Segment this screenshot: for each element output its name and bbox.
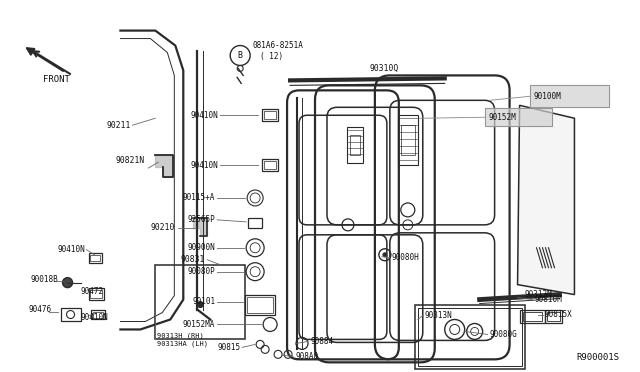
Text: 90900N: 90900N [188,243,215,252]
Text: B: B [237,51,243,60]
Text: 90080P: 90080P [188,267,215,276]
Polygon shape [518,105,575,295]
Text: 90815: 90815 [217,343,240,352]
Bar [247,296,273,312]
Bar [248,218,262,228]
Bar [547,311,561,321]
Text: ( 12): ( 12) [260,52,284,61]
Bar [93,311,104,318]
Circle shape [63,278,72,288]
Text: 90313H (RH)
90313HA (LH): 90313H (RH) 90313HA (LH) [157,332,209,347]
Polygon shape [484,108,552,126]
Circle shape [197,302,204,308]
Bar [401,125,415,155]
Bar [90,290,102,298]
Text: 90815X: 90815X [545,310,572,319]
Bar [529,86,609,107]
Text: 90018B: 90018B [31,275,58,284]
Text: 90080H: 90080H [392,253,420,262]
Bar [520,310,545,324]
Bar [522,311,541,321]
Bar [264,161,276,169]
Text: 90313M: 90313M [525,290,552,299]
Bar [347,127,363,163]
Text: 90476: 90476 [29,305,52,314]
Text: 90410N: 90410N [191,161,218,170]
Bar [88,288,104,299]
Text: FRONT: FRONT [43,76,70,84]
Text: 90101: 90101 [192,297,215,306]
Text: R900001S: R900001S [577,353,620,362]
Bar [264,111,276,119]
Text: 90821N: 90821N [116,155,145,164]
Text: 90410N: 90410N [81,313,108,322]
Polygon shape [156,155,173,177]
Text: 90152M: 90152M [488,113,516,122]
Text: 90115+A: 90115+A [183,193,215,202]
Bar [245,295,275,314]
Bar [415,305,525,369]
Circle shape [383,253,387,257]
Text: 90884: 90884 [310,337,333,346]
Bar [88,253,102,263]
Text: 92565P: 92565P [188,215,215,224]
Bar [92,310,106,320]
Bar [418,308,522,366]
Text: 908A0: 908A0 [295,352,318,361]
Bar [262,109,278,121]
Text: 90810M: 90810M [534,295,563,304]
Text: 081A6-8251A: 081A6-8251A [252,41,303,50]
Bar [350,135,360,155]
Text: 90410N: 90410N [191,111,218,120]
Text: 90472: 90472 [81,287,104,296]
Text: 90211: 90211 [106,121,131,130]
Text: 90080G: 90080G [490,330,517,339]
Bar [156,265,245,339]
Bar [262,159,278,171]
Bar [61,308,81,321]
Text: 90310Q: 90310Q [370,64,399,73]
Text: 90313N: 90313N [425,311,452,320]
Bar [545,310,563,324]
Text: 90152MA: 90152MA [183,320,215,329]
Bar [90,255,100,261]
Polygon shape [529,86,609,107]
Text: 90100M: 90100M [534,92,561,101]
Bar [484,108,552,126]
Polygon shape [193,218,207,236]
Bar [398,115,418,165]
Text: 90410N: 90410N [58,245,86,254]
Text: 90831: 90831 [181,255,205,264]
Text: 90210: 90210 [151,223,175,232]
